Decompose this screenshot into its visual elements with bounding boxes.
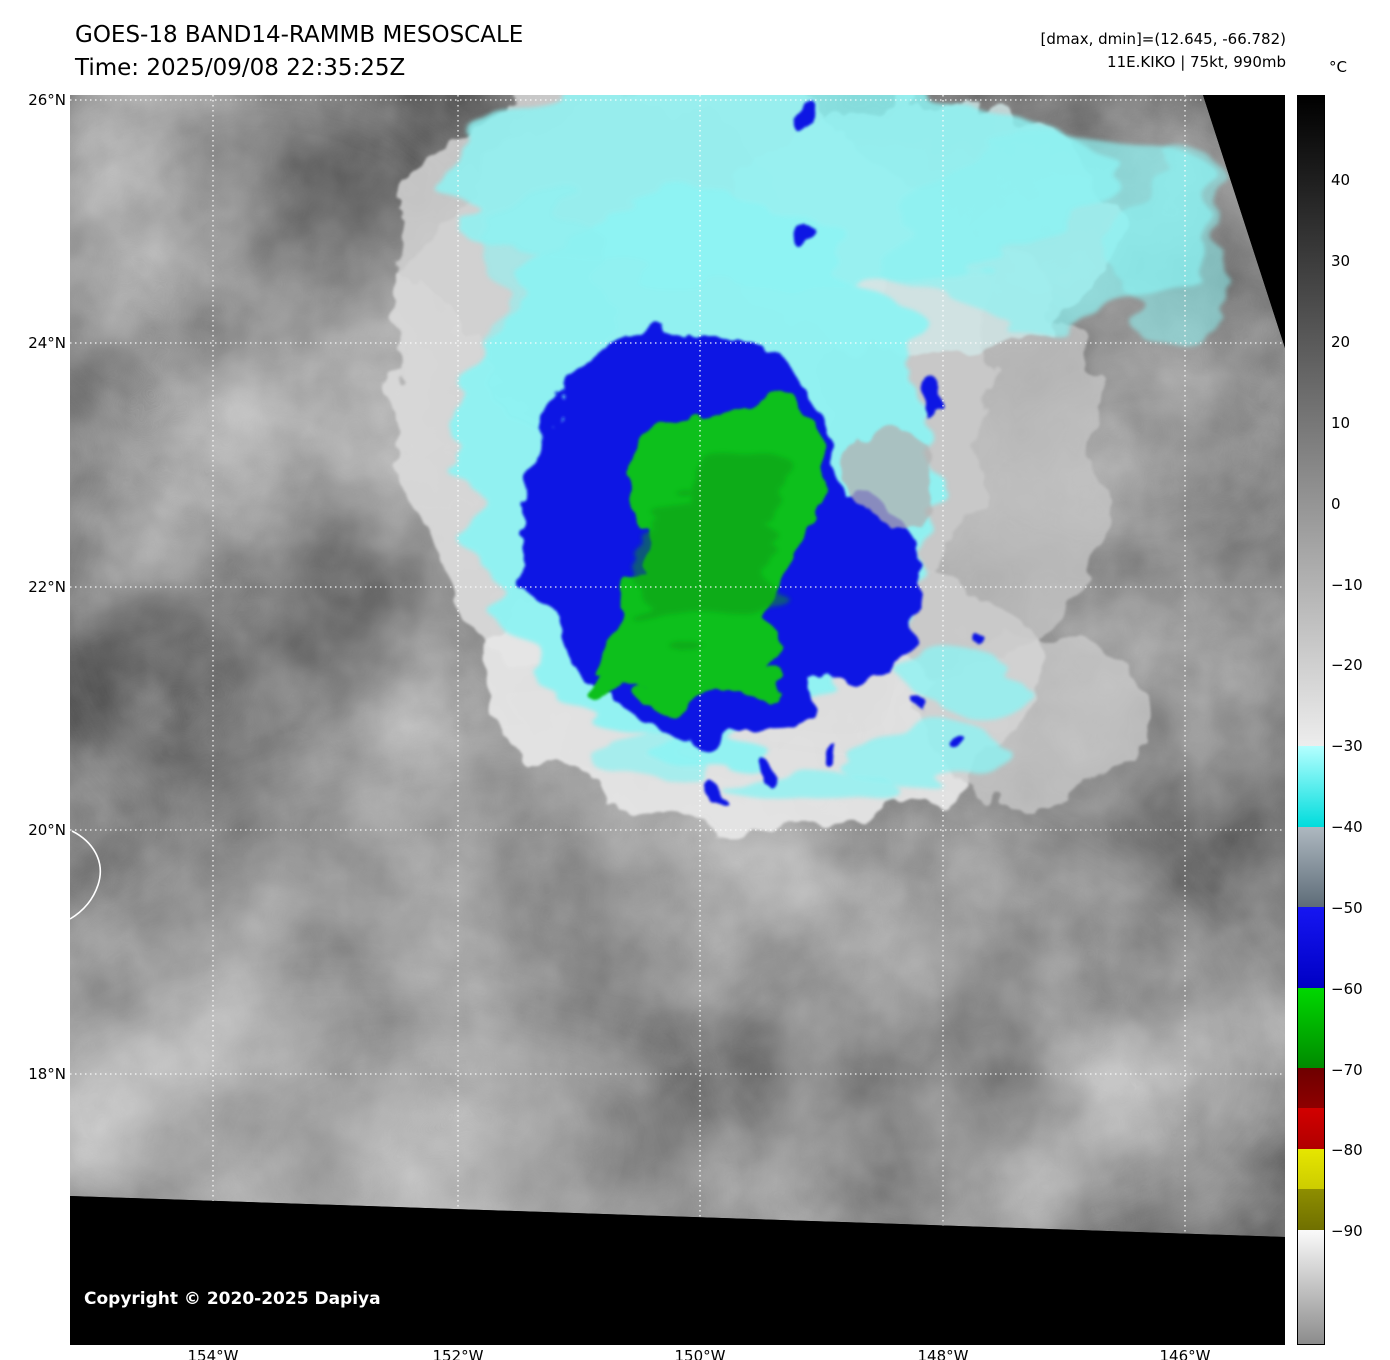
colorbar-segment <box>1298 907 1324 989</box>
colorbar-segment <box>1298 827 1324 908</box>
offscan-band-bottom <box>70 1196 1285 1345</box>
cold-core-green-texture <box>640 455 785 625</box>
colorbar-tick-10: 10 <box>1331 414 1351 432</box>
lon-label-146w: 146°W <box>1159 1347 1211 1360</box>
colorbar-tick-m90: −90 <box>1331 1222 1363 1240</box>
storm-info: 11E.KIKO | 75kt, 990mb <box>1107 53 1286 71</box>
colorbar-tick-30: 30 <box>1331 252 1351 270</box>
lon-label-150w: 150°W <box>674 1347 726 1360</box>
lat-label-18n: 18°N <box>28 1065 66 1083</box>
colorbar-tick-0: 0 <box>1331 495 1341 513</box>
lat-label-22n: 22°N <box>28 578 66 596</box>
dmax-dmin-readout: [dmax, dmin]=(12.645, -66.782) <box>1040 30 1286 48</box>
colorbar-tick-m40: −40 <box>1331 818 1363 836</box>
gridlines <box>70 95 1285 1237</box>
page-title: GOES-18 BAND14-RAMMB MESOSCALE <box>75 22 524 48</box>
timestamp: Time: 2025/09/08 22:35:25Z <box>75 55 406 81</box>
colorbar-segment <box>1298 746 1324 828</box>
lat-label-24n: 24°N <box>28 334 66 352</box>
lat-label-20n: 20°N <box>28 821 66 839</box>
coastline <box>70 830 102 920</box>
colorbar-tick-m30: −30 <box>1331 737 1363 755</box>
lon-label-154w: 154°W <box>187 1347 239 1360</box>
dry-slot <box>844 422 940 538</box>
scan-area <box>70 95 1285 1237</box>
colorbar-segment <box>1298 1189 1324 1231</box>
colorbar-segment <box>1298 988 1324 1069</box>
satellite-scene <box>70 95 1285 1345</box>
colorbar-tick-m60: −60 <box>1331 980 1363 998</box>
colorbar-segment <box>1298 1108 1324 1150</box>
colorbar-tick-m70: −70 <box>1331 1061 1363 1079</box>
colorbar-segment <box>1298 1149 1324 1190</box>
satellite-map: Copyright © 2020-2025 Dapiya <box>70 95 1285 1345</box>
offscan-corner-topright <box>1203 95 1285 348</box>
colorbar-tick-m50: −50 <box>1331 899 1363 917</box>
colorbar-tick-20: 20 <box>1331 333 1351 351</box>
lat-label-26n: 26°N <box>28 91 66 109</box>
lon-label-148w: 148°W <box>917 1347 969 1360</box>
colorbar <box>1297 95 1325 1345</box>
colorbar-tick-m10: −10 <box>1331 576 1363 594</box>
colorbar-tick-m80: −80 <box>1331 1141 1363 1159</box>
colorbar-tick-m20: −20 <box>1331 656 1363 674</box>
colorbar-tick-40: 40 <box>1331 171 1351 189</box>
colorbar-segment <box>1298 96 1324 747</box>
colorbar-segment <box>1298 1068 1324 1109</box>
lon-label-152w: 152°W <box>432 1347 484 1360</box>
copyright: Copyright © 2020-2025 Dapiya <box>84 1289 381 1309</box>
colorbar-segment <box>1298 1230 1324 1344</box>
colorbar-unit: °C <box>1329 58 1347 76</box>
